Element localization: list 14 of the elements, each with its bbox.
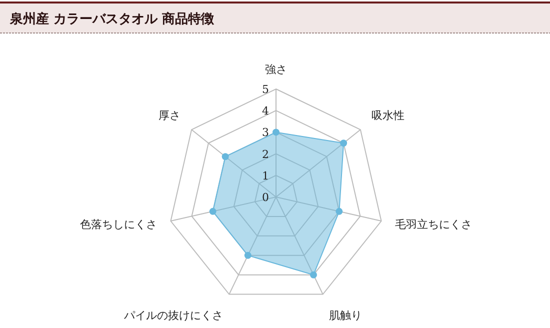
spoke-label: パイルの抜けにくさ [123, 308, 224, 322]
y-tick-label: 5 [262, 83, 269, 96]
spoke-label: 吸水性 [371, 108, 404, 122]
y-tick-label: 1 [262, 169, 269, 182]
spoke-label: 毛羽立ちにくさ [394, 218, 472, 232]
y-tick-label: 3 [262, 126, 269, 140]
spoke-label: 強さ [265, 63, 287, 76]
y-tick-label: 0 [262, 191, 269, 204]
y-tick-label: 4 [262, 104, 269, 118]
spoke-label: 厚さ [158, 108, 181, 122]
spoke-label: 肌触り [328, 308, 362, 322]
spoke-label: 色落ちしにくさ [80, 218, 158, 232]
chart-title: 泉州産 カラーバスタオル 商品特徴 [9, 11, 216, 27]
y-tick-label: 2 [262, 148, 269, 161]
